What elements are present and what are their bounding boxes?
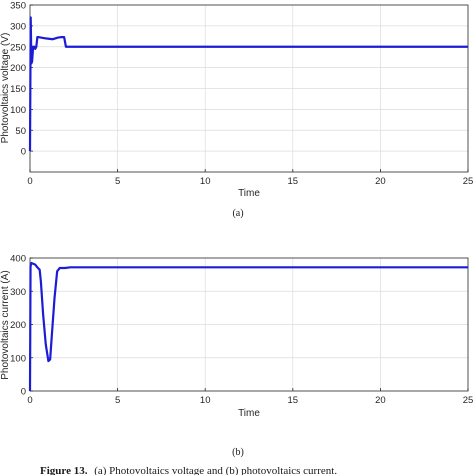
- x-tick-label: 10: [200, 395, 211, 406]
- x-tick-label: 15: [288, 176, 299, 187]
- caption-text: (a) Photovoltaics voltage and (b) photov…: [94, 465, 337, 475]
- x-tick-label: 5: [115, 176, 120, 187]
- voltage-series: [28, 16, 468, 152]
- current-grid: [30, 258, 468, 391]
- voltage-grid: [30, 5, 468, 172]
- x-tick-label: 5: [115, 395, 120, 406]
- panel-b-label: (b): [232, 447, 244, 458]
- y-tick-label: 300: [10, 287, 26, 298]
- x-tick-label: 20: [375, 395, 386, 406]
- y-tick-label: 400: [10, 254, 26, 265]
- series-line: [28, 16, 468, 152]
- y-tick-label: 100: [10, 105, 26, 116]
- panel-a-label: (a): [232, 208, 243, 219]
- x-tick-label: 0: [27, 395, 32, 406]
- y-tick-label: 250: [10, 42, 26, 53]
- current-chart: 0 5 10 15 20 25 0 100 200 300 400 Time Photovoltai…: [0, 254, 473, 459]
- y-tick-label: 0: [21, 387, 26, 398]
- y-tick-label: 100: [10, 353, 26, 364]
- current-y-axis-label: Photovoltaics current (A): [0, 270, 11, 380]
- x-tick-label: 25: [463, 395, 474, 406]
- caption-prefix: Figure 13.: [40, 465, 88, 475]
- y-tick-label: 150: [10, 84, 26, 95]
- series-line: [28, 261, 468, 392]
- y-tick-label: 0: [21, 147, 26, 158]
- y-tick-label: 200: [10, 63, 26, 74]
- y-tick-label: 300: [10, 21, 26, 32]
- voltage-y-axis-label: Photovoltaics voltage (V): [0, 33, 11, 144]
- x-tick-label: 0: [27, 176, 32, 187]
- y-tick-label: 200: [10, 320, 26, 331]
- y-tick-label: 50: [15, 126, 26, 137]
- x-tick-label: 15: [288, 395, 299, 406]
- figure-caption: Figure 13. (a) Photovoltaics voltage and…: [40, 465, 337, 475]
- y-tick-label: 350: [10, 1, 26, 12]
- current-series: [28, 261, 468, 392]
- x-tick-label: 20: [375, 176, 386, 187]
- current-ticks: 0 5 10 15 20 25 0 100 200 300 400: [10, 254, 473, 407]
- current-x-axis-label: Time: [238, 408, 260, 419]
- voltage-x-axis-label: Time: [238, 188, 260, 199]
- x-tick-label: 10: [200, 176, 211, 187]
- x-tick-label: 25: [463, 176, 474, 187]
